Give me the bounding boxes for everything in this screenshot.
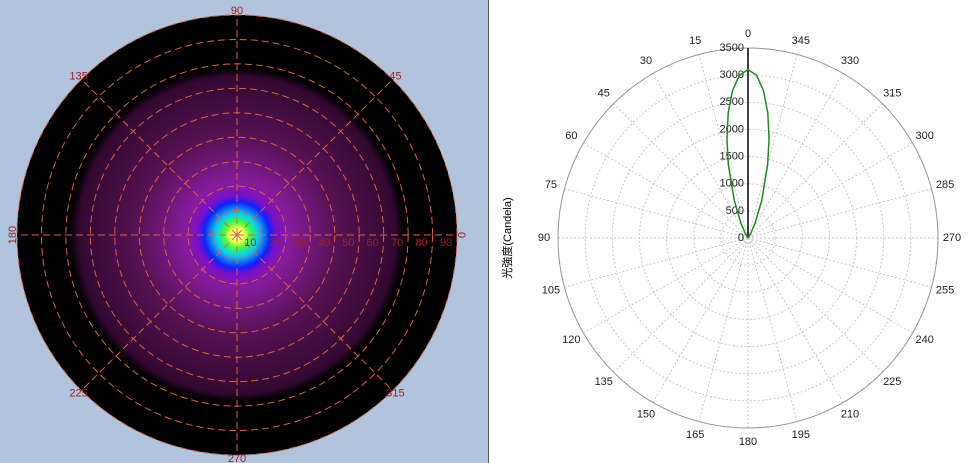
angle-tick-label: 45 <box>389 71 401 83</box>
angle-tick-label: 0 <box>745 28 751 40</box>
angle-tick-label: 90 <box>538 232 550 244</box>
angle-tick-label: 15 <box>689 35 701 47</box>
radial-tick-label: 80 <box>415 237 427 249</box>
angle-tick-label: 225 <box>883 376 901 388</box>
angle-grid-line <box>81 79 238 236</box>
angle-tick-label: 345 <box>792 35 810 47</box>
angle-tick-label: 105 <box>542 285 560 297</box>
angle-tick-label: 30 <box>640 55 652 67</box>
angle-tick-label: 135 <box>69 71 87 83</box>
radial-grid-circle <box>584 74 912 402</box>
angle-tick-label: 75 <box>545 179 557 191</box>
angle-tick-label: 270 <box>228 453 246 463</box>
angle-tick-label: 315 <box>386 387 404 399</box>
right-panel <box>489 0 976 463</box>
radial-grid-circle <box>163 161 311 309</box>
radial-tick-label: 3500 <box>720 42 744 54</box>
angle-tick-label: 135 <box>595 376 613 388</box>
angle-tick-label: 300 <box>915 130 933 142</box>
angle-tick-label: 45 <box>598 88 610 100</box>
angle-tick-label: 330 <box>841 55 859 67</box>
intensity-curve <box>726 68 770 239</box>
angle-tick-label: 225 <box>69 387 87 399</box>
angle-tick-label: 180 <box>7 226 19 244</box>
angle-tick-label: 285 <box>936 179 954 191</box>
radial-tick-label: 0 <box>738 232 744 244</box>
angle-tick-label: 60 <box>565 130 577 142</box>
radial-tick-label: 70 <box>391 237 403 249</box>
radial-grid-circle <box>720 210 776 266</box>
angle-tick-label: 90 <box>231 5 243 17</box>
radial-tick-label: 30 <box>293 237 305 249</box>
angle-tick-label: 120 <box>562 334 580 346</box>
angle-tick-label: 210 <box>841 409 859 421</box>
radial-grid-circle <box>611 101 885 375</box>
angle-tick-label: 255 <box>936 285 954 297</box>
radial-tick-label: 50 <box>342 237 354 249</box>
radial-tick-label: 1500 <box>720 150 744 162</box>
radial-tick-label: 90 <box>440 237 452 249</box>
radial-tick-label: 500 <box>726 205 744 217</box>
angle-tick-label: 165 <box>686 429 704 441</box>
angle-tick-label: 240 <box>915 334 933 346</box>
radial-grid-circle <box>138 136 336 334</box>
angle-grid-line <box>236 234 393 391</box>
angle-tick-label: 150 <box>637 409 655 421</box>
radial-tick-label: 10 <box>244 237 256 249</box>
radial-tick-label: 20 <box>269 237 281 249</box>
radial-grid-circle <box>16 14 458 456</box>
angle-tick-label: 315 <box>883 88 901 100</box>
radial-grid-circle <box>40 38 434 432</box>
y-axis-label: 光強度(Candela) <box>500 197 514 278</box>
radial-tick-label: 2500 <box>720 96 744 108</box>
angle-tick-label: 0 <box>455 232 467 238</box>
angle-tick-label: 195 <box>792 429 810 441</box>
radial-tick-label: 60 <box>367 237 379 249</box>
radial-grid-circle <box>693 183 803 293</box>
angle-tick-label: 180 <box>739 436 757 448</box>
angle-grid-line <box>81 234 238 391</box>
radial-tick-label: 40 <box>318 237 330 249</box>
angle-grid-line <box>236 79 393 236</box>
radial-tick-label: 2000 <box>720 123 744 135</box>
angle-tick-label: 270 <box>943 232 961 244</box>
